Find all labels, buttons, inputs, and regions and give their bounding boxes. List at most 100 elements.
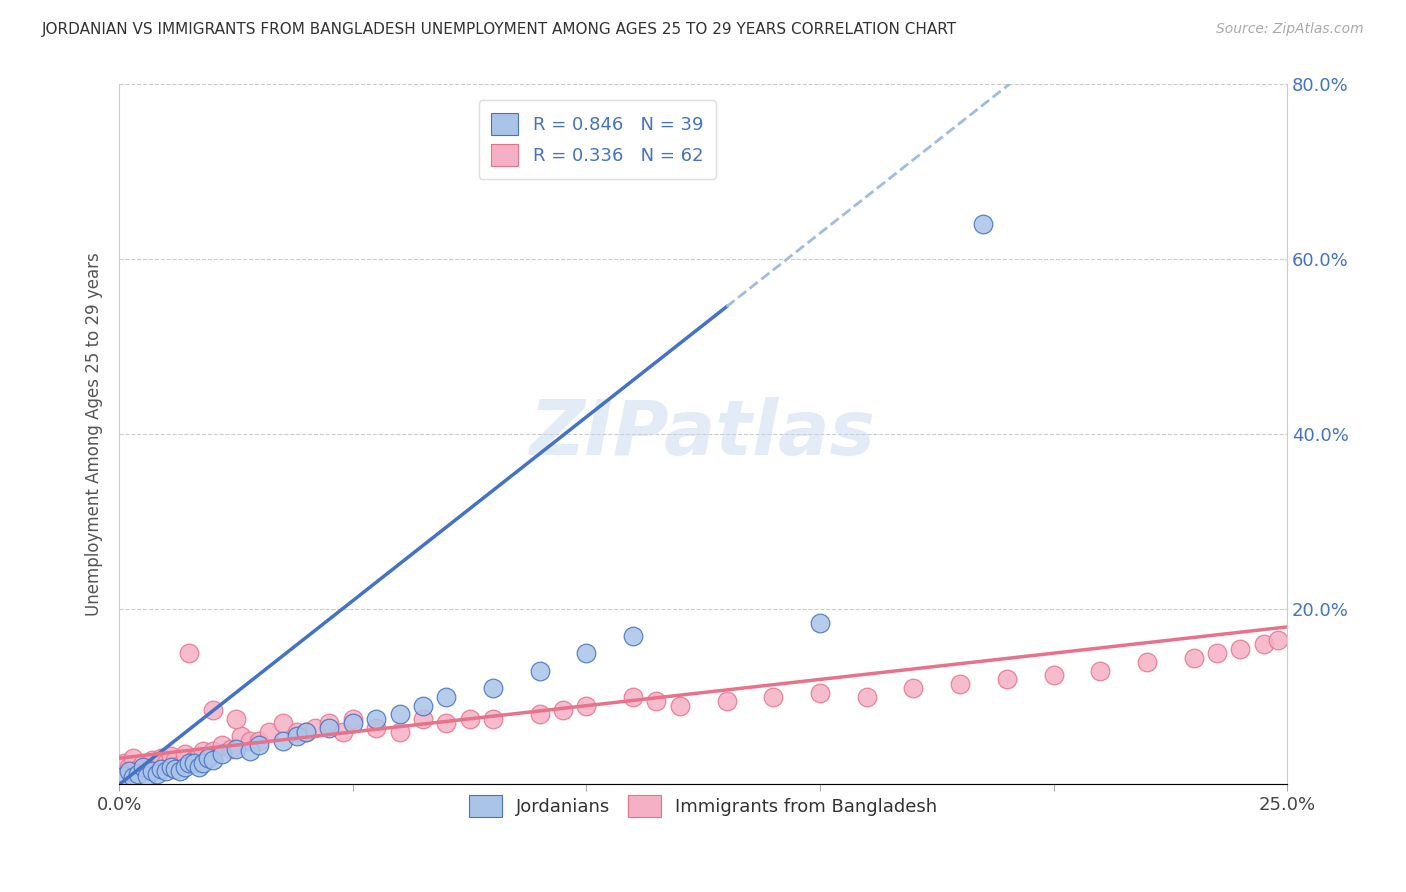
Point bbox=[201, 703, 224, 717]
Point bbox=[645, 694, 668, 708]
Point bbox=[1253, 637, 1275, 651]
Point bbox=[159, 749, 181, 764]
Point bbox=[155, 764, 177, 779]
Point bbox=[1206, 646, 1229, 660]
Point bbox=[225, 712, 247, 726]
Point bbox=[141, 764, 163, 779]
Point bbox=[1090, 664, 1112, 678]
Point bbox=[193, 756, 215, 770]
Point bbox=[141, 753, 163, 767]
Point bbox=[318, 721, 340, 735]
Point bbox=[183, 753, 205, 767]
Point bbox=[201, 753, 224, 767]
Text: JORDANIAN VS IMMIGRANTS FROM BANGLADESH UNEMPLOYMENT AMONG AGES 25 TO 29 YEARS C: JORDANIAN VS IMMIGRANTS FROM BANGLADESH … bbox=[42, 22, 957, 37]
Point bbox=[131, 760, 153, 774]
Point bbox=[145, 758, 167, 772]
Point bbox=[366, 712, 388, 726]
Point bbox=[131, 756, 153, 770]
Point bbox=[211, 747, 233, 761]
Point bbox=[575, 698, 598, 713]
Point bbox=[285, 729, 308, 743]
Point bbox=[159, 760, 181, 774]
Point bbox=[193, 744, 215, 758]
Point bbox=[179, 756, 201, 770]
Point bbox=[412, 712, 434, 726]
Point bbox=[332, 725, 354, 739]
Point bbox=[412, 698, 434, 713]
Point bbox=[117, 760, 139, 774]
Point bbox=[1267, 633, 1289, 648]
Point bbox=[621, 629, 644, 643]
Point bbox=[903, 681, 925, 696]
Point bbox=[458, 712, 481, 726]
Point bbox=[285, 725, 308, 739]
Point bbox=[551, 703, 574, 717]
Point bbox=[197, 751, 219, 765]
Point bbox=[117, 764, 139, 779]
Point bbox=[112, 769, 135, 783]
Point bbox=[318, 716, 340, 731]
Point bbox=[808, 685, 831, 699]
Point bbox=[155, 756, 177, 770]
Point bbox=[187, 749, 209, 764]
Point bbox=[434, 716, 457, 731]
Text: ZIPatlas: ZIPatlas bbox=[530, 398, 876, 472]
Point bbox=[179, 646, 201, 660]
Point bbox=[249, 738, 271, 752]
Point bbox=[150, 751, 173, 765]
Point bbox=[295, 725, 318, 739]
Point bbox=[388, 725, 411, 739]
Point bbox=[239, 733, 262, 747]
Point bbox=[482, 681, 505, 696]
Point bbox=[621, 690, 644, 704]
Point bbox=[529, 664, 551, 678]
Point bbox=[229, 729, 252, 743]
Point bbox=[150, 762, 173, 776]
Point bbox=[716, 694, 738, 708]
Point bbox=[169, 764, 191, 779]
Point bbox=[173, 747, 195, 761]
Point bbox=[669, 698, 692, 713]
Point bbox=[575, 646, 598, 660]
Point bbox=[434, 690, 457, 704]
Point bbox=[165, 753, 187, 767]
Point bbox=[808, 615, 831, 630]
Point bbox=[1136, 655, 1159, 669]
Point bbox=[249, 733, 271, 747]
Text: Source: ZipAtlas.com: Source: ZipAtlas.com bbox=[1216, 22, 1364, 37]
Point bbox=[145, 767, 167, 781]
Point bbox=[1182, 650, 1205, 665]
Point bbox=[127, 767, 149, 781]
Point bbox=[366, 721, 388, 735]
Point bbox=[1042, 668, 1064, 682]
Point bbox=[112, 756, 135, 770]
Point bbox=[482, 712, 505, 726]
Point bbox=[136, 760, 159, 774]
Point bbox=[165, 762, 187, 776]
Point bbox=[187, 760, 209, 774]
Point bbox=[295, 725, 318, 739]
Point bbox=[239, 744, 262, 758]
Point bbox=[271, 716, 294, 731]
Point bbox=[136, 769, 159, 783]
Point bbox=[127, 762, 149, 776]
Legend: Jordanians, Immigrants from Bangladesh: Jordanians, Immigrants from Bangladesh bbox=[461, 788, 945, 824]
Point bbox=[762, 690, 785, 704]
Point bbox=[201, 744, 224, 758]
Point bbox=[972, 218, 994, 232]
Point bbox=[271, 733, 294, 747]
Point bbox=[173, 760, 195, 774]
Point bbox=[1229, 641, 1251, 656]
Point bbox=[388, 707, 411, 722]
Point bbox=[342, 712, 364, 726]
Point bbox=[211, 738, 233, 752]
Y-axis label: Unemployment Among Ages 25 to 29 years: Unemployment Among Ages 25 to 29 years bbox=[86, 252, 103, 616]
Point bbox=[995, 673, 1018, 687]
Point bbox=[183, 756, 205, 770]
Point bbox=[197, 751, 219, 765]
Point bbox=[257, 725, 280, 739]
Point bbox=[529, 707, 551, 722]
Point bbox=[342, 716, 364, 731]
Point bbox=[122, 751, 145, 765]
Point bbox=[304, 721, 326, 735]
